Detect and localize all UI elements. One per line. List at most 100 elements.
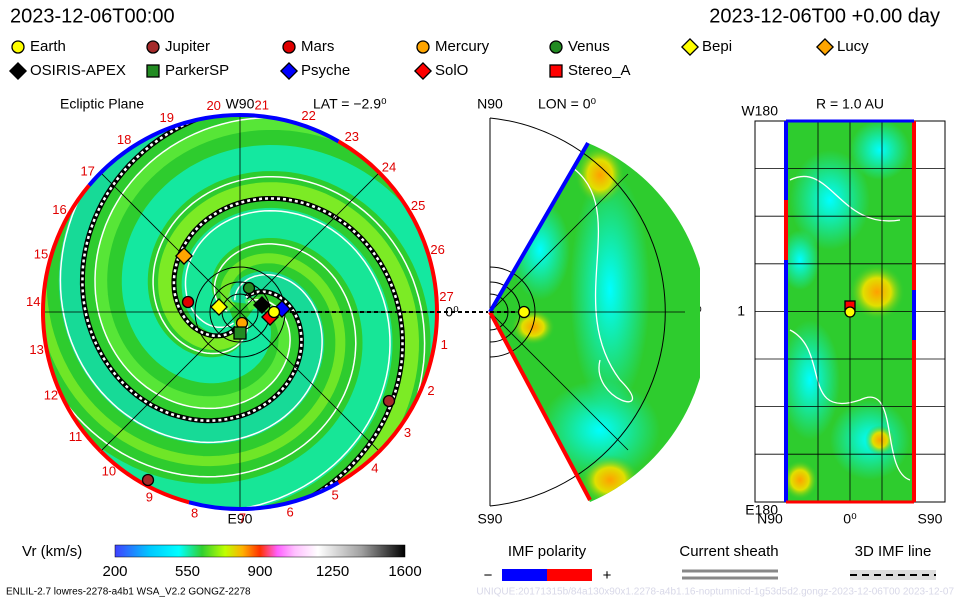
current-sheath bbox=[172, 197, 404, 508]
marker bbox=[233, 326, 247, 340]
legend-label: Earth bbox=[30, 38, 66, 55]
radial-x-label: 0⁰ bbox=[843, 511, 857, 527]
marker bbox=[11, 40, 25, 54]
contour-line bbox=[59, 116, 323, 444]
sector-number: 7 bbox=[239, 510, 246, 525]
marker bbox=[181, 295, 195, 309]
meridional-panel bbox=[488, 117, 700, 507]
ecliptic-title: Ecliptic Plane bbox=[60, 96, 144, 112]
legend-label: OSIRIS-APEX bbox=[30, 62, 126, 79]
polarity-arc bbox=[41, 184, 103, 453]
radial-bottom: E180 bbox=[745, 502, 778, 518]
sector-number: 17 bbox=[80, 163, 94, 178]
grid-line bbox=[101, 173, 379, 451]
legend-label: ParkerSP bbox=[165, 62, 229, 79]
imf-positive bbox=[547, 569, 592, 581]
contour-line bbox=[94, 116, 430, 410]
sheath-title: Current sheath bbox=[679, 543, 778, 560]
meridional-field bbox=[490, 143, 700, 502]
ecliptic-field bbox=[44, 116, 436, 508]
contour-line bbox=[789, 175, 911, 481]
radial-x-label: S90 bbox=[918, 511, 943, 527]
sector-number: 27 bbox=[439, 289, 453, 304]
legend-label: Mars bbox=[301, 38, 334, 55]
marker bbox=[242, 281, 256, 295]
fast-wind bbox=[865, 425, 895, 455]
marker bbox=[382, 394, 396, 408]
grid-line bbox=[489, 173, 629, 313]
sector-number: 1 bbox=[441, 337, 448, 352]
meridional-top: N90 bbox=[477, 96, 503, 112]
contour-line bbox=[44, 229, 357, 478]
sector-number: 21 bbox=[255, 98, 269, 113]
radial-top: W180 bbox=[741, 103, 778, 119]
imf-minus: − bbox=[484, 567, 493, 584]
sector-number: 5 bbox=[331, 487, 338, 502]
sector-number: 10 bbox=[102, 464, 116, 479]
imf-negative bbox=[502, 569, 547, 581]
legend-label: Jupiter bbox=[165, 38, 210, 55]
ecliptic-top: W90 bbox=[226, 96, 255, 112]
radial-panel bbox=[754, 119, 946, 504]
sector-number: 12 bbox=[44, 388, 58, 403]
marker bbox=[844, 306, 856, 318]
marker bbox=[549, 40, 563, 54]
legend-label: Lucy bbox=[837, 38, 869, 55]
marker bbox=[252, 295, 272, 315]
ecliptic-grid bbox=[41, 113, 488, 511]
cyan-region bbox=[540, 380, 660, 480]
legend-label: Psyche bbox=[301, 62, 350, 79]
colorbar-tick: 1250 bbox=[316, 563, 349, 580]
sector-number: 19 bbox=[160, 110, 174, 125]
sector-number: 24 bbox=[382, 160, 396, 175]
marker bbox=[174, 246, 194, 266]
cyan-region bbox=[510, 200, 570, 300]
cyan-region bbox=[786, 320, 840, 440]
sector-number: 23 bbox=[345, 129, 359, 144]
legend-label: Bepi bbox=[702, 38, 732, 55]
marker bbox=[146, 40, 160, 54]
marker bbox=[141, 473, 155, 487]
sector-number: 18 bbox=[117, 132, 131, 147]
current-sheath bbox=[81, 116, 303, 422]
lon-label: LON = 0⁰ bbox=[538, 96, 597, 112]
imf-title: IMF polarity bbox=[508, 543, 587, 560]
contour-line bbox=[71, 209, 391, 508]
polarity-arc bbox=[188, 480, 340, 511]
meridional-bottom: S90 bbox=[478, 511, 503, 527]
radial-mid: 1 bbox=[737, 303, 745, 319]
sector-number: 6 bbox=[286, 504, 293, 519]
sector-number: 13 bbox=[29, 342, 43, 357]
cyan-region bbox=[786, 230, 820, 290]
time-right: 2023-12-06T00 +0.00 day bbox=[709, 5, 940, 27]
legend-label: Venus bbox=[568, 38, 610, 55]
marker bbox=[815, 37, 835, 57]
marker bbox=[267, 305, 281, 319]
legend-label: Stereo_A bbox=[568, 62, 631, 79]
cyan-region bbox=[850, 121, 910, 180]
ecliptic-bottom: E90 bbox=[228, 511, 253, 527]
marker bbox=[209, 297, 229, 317]
sector-number: 16 bbox=[52, 202, 66, 217]
marker bbox=[416, 40, 430, 54]
marker bbox=[680, 37, 700, 57]
footer-right: UNIQUE:20171315b/84a130x90x1.2278-a4b1.1… bbox=[476, 587, 954, 598]
marker bbox=[517, 305, 531, 319]
cyan-region bbox=[570, 170, 650, 410]
sector-number: 3 bbox=[404, 425, 411, 440]
colorbar-tick: 1600 bbox=[388, 563, 421, 580]
footer-left: ENLIL-2.7 lowres-2278-a4b1 WSA_V2.2 GONG… bbox=[6, 587, 251, 598]
contour-line bbox=[152, 175, 426, 508]
marker bbox=[282, 40, 296, 54]
imf3d-title: 3D IMF line bbox=[855, 543, 932, 560]
polarity-arc bbox=[87, 113, 340, 187]
sector-number: 9 bbox=[146, 490, 153, 505]
legend: Earth Jupiter Mars Mercury Venus Bepi Lucy OSIR… bbox=[8, 37, 869, 81]
wedge-edge bbox=[488, 141, 590, 314]
polarity-arc bbox=[99, 449, 190, 505]
sector-number: 14 bbox=[26, 294, 40, 309]
time-left: 2023-12-06T00:00 bbox=[10, 5, 175, 27]
sector-number: 15 bbox=[34, 247, 48, 262]
wedge-edge bbox=[488, 311, 592, 501]
